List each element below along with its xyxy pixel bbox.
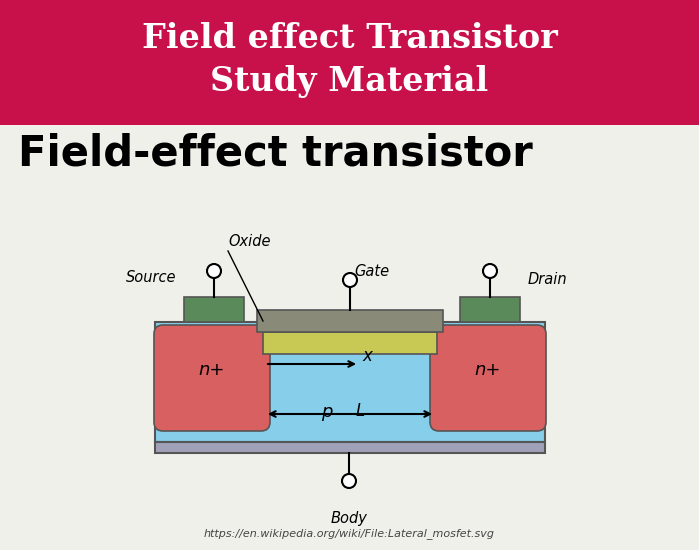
Text: Study Material: Study Material bbox=[210, 65, 489, 98]
Bar bbox=[460, 297, 520, 322]
Bar bbox=[184, 297, 244, 322]
Text: Gate: Gate bbox=[354, 265, 389, 279]
Circle shape bbox=[483, 264, 497, 278]
Text: p: p bbox=[322, 403, 333, 421]
Text: https://en.wikipedia.org/wiki/File:Lateral_mosfet.svg: https://en.wikipedia.org/wiki/File:Later… bbox=[204, 529, 495, 540]
Text: n+: n+ bbox=[199, 361, 225, 379]
Circle shape bbox=[342, 474, 356, 488]
Circle shape bbox=[343, 273, 357, 287]
Bar bbox=[257, 310, 443, 332]
Bar bbox=[263, 332, 437, 354]
Text: n+: n+ bbox=[475, 361, 501, 379]
Text: Body: Body bbox=[331, 510, 368, 525]
FancyBboxPatch shape bbox=[430, 325, 546, 431]
Text: L: L bbox=[356, 402, 366, 420]
Bar bbox=[155, 442, 545, 453]
Text: Oxide: Oxide bbox=[228, 234, 271, 249]
Text: Source: Source bbox=[126, 270, 176, 284]
Text: Field effect Transistor: Field effect Transistor bbox=[142, 21, 557, 54]
Text: Field-effect transistor: Field-effect transistor bbox=[18, 133, 533, 175]
Bar bbox=[155, 322, 545, 442]
Bar bbox=[0, 0, 699, 125]
Circle shape bbox=[207, 264, 221, 278]
Text: Drain: Drain bbox=[528, 272, 568, 287]
FancyBboxPatch shape bbox=[154, 325, 270, 431]
Text: x: x bbox=[362, 347, 372, 365]
